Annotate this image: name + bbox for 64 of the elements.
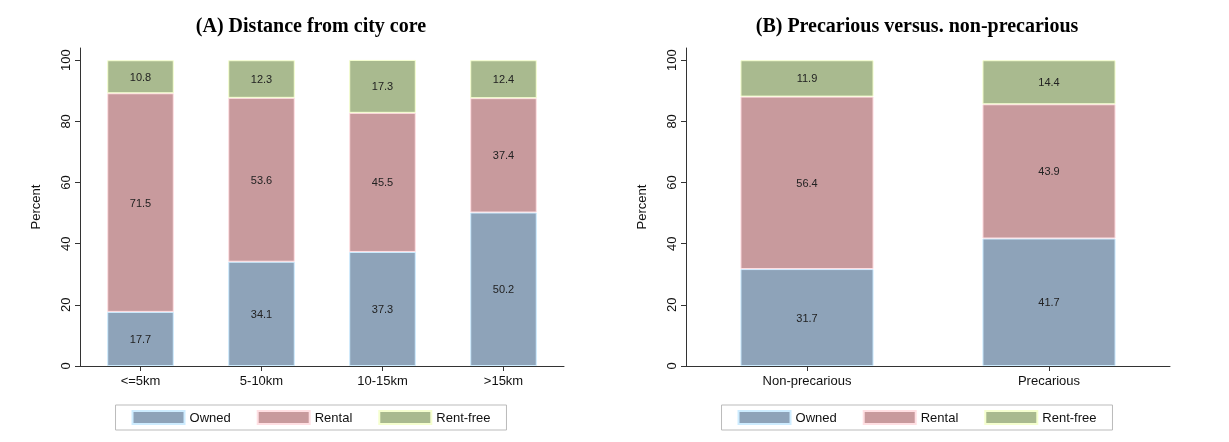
bar	[982, 238, 1116, 366]
bar	[740, 96, 874, 270]
bar	[349, 112, 416, 252]
data-label: 12.3	[250, 73, 273, 86]
x-tick-label: >15km	[483, 373, 524, 388]
bar	[470, 98, 537, 213]
bar	[982, 60, 1116, 105]
data-label: 10.8	[129, 70, 152, 83]
y-tick-label: 20	[58, 297, 73, 313]
x-tick-label: Precarious	[1017, 373, 1081, 388]
legend-label: Rental	[314, 410, 353, 425]
x-tick-label: 10-15km	[357, 373, 408, 388]
bar	[740, 60, 874, 97]
data-label: 53.6	[250, 173, 273, 186]
bar	[982, 104, 1116, 239]
x-tick-label: Non-precarious	[762, 373, 852, 388]
chart-title: (B) Precarious versus. non-precarious	[755, 14, 1079, 37]
legend-label: Rent-free	[1042, 410, 1097, 425]
bar	[107, 60, 174, 94]
chart-title: (A) Distance from city core	[195, 14, 427, 37]
data-label: 14.4	[1038, 76, 1060, 89]
data-label: 31.7	[796, 311, 818, 324]
legend-label: Owned	[795, 410, 837, 425]
y-tick-label: 80	[58, 114, 73, 129]
bar	[228, 60, 295, 98]
data-label: 37.3	[371, 302, 394, 315]
data-label: 56.4	[796, 176, 818, 189]
y-tick-label: 20	[664, 297, 679, 313]
y-tick-label: 40	[58, 236, 73, 251]
x-tick-label: 5-10km	[239, 373, 284, 388]
data-label: 34.1	[250, 307, 273, 320]
data-label: 37.4	[492, 149, 515, 162]
bar	[349, 59, 416, 113]
bar	[470, 60, 537, 99]
y-tick-label: 40	[664, 236, 679, 251]
data-label: 50.2	[492, 283, 515, 296]
data-label: 11.9	[796, 72, 818, 85]
y-tick-label: 60	[58, 175, 73, 190]
data-label: 71.5	[129, 196, 152, 209]
y-tick-label: 100	[664, 49, 679, 72]
bar	[107, 93, 174, 312]
bar	[228, 261, 295, 366]
y-tick-label: 0	[58, 362, 73, 370]
y-axis-title: Percent	[634, 184, 649, 230]
data-label: 41.7	[1038, 296, 1060, 309]
y-tick-label: 60	[664, 175, 679, 190]
y-axis-title: Percent	[28, 184, 43, 230]
data-label: 17.7	[129, 332, 152, 345]
data-label: 43.9	[1038, 165, 1060, 178]
y-tick-label: 100	[58, 49, 73, 72]
x-tick-label: <=5km	[120, 373, 161, 388]
legend-label: Rent-free	[436, 410, 491, 425]
data-label: 45.5	[371, 176, 394, 189]
bar	[228, 97, 295, 262]
bar	[740, 269, 874, 366]
y-tick-label: 0	[664, 362, 679, 370]
bar	[470, 212, 537, 366]
data-label: 17.3	[371, 80, 394, 93]
bar	[349, 251, 416, 366]
legend-label: Owned	[189, 410, 231, 425]
data-label: 12.4	[492, 73, 515, 86]
legend-label: Rental	[920, 410, 959, 425]
bar	[107, 311, 174, 366]
y-tick-label: 80	[664, 114, 679, 129]
